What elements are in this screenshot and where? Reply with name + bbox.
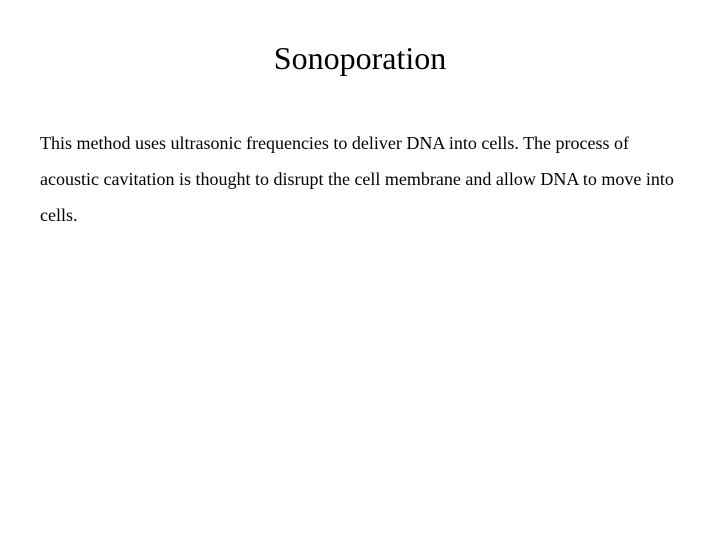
slide-body-text: This method uses ultrasonic frequencies … <box>40 125 680 233</box>
slide-title: Sonoporation <box>40 40 680 77</box>
